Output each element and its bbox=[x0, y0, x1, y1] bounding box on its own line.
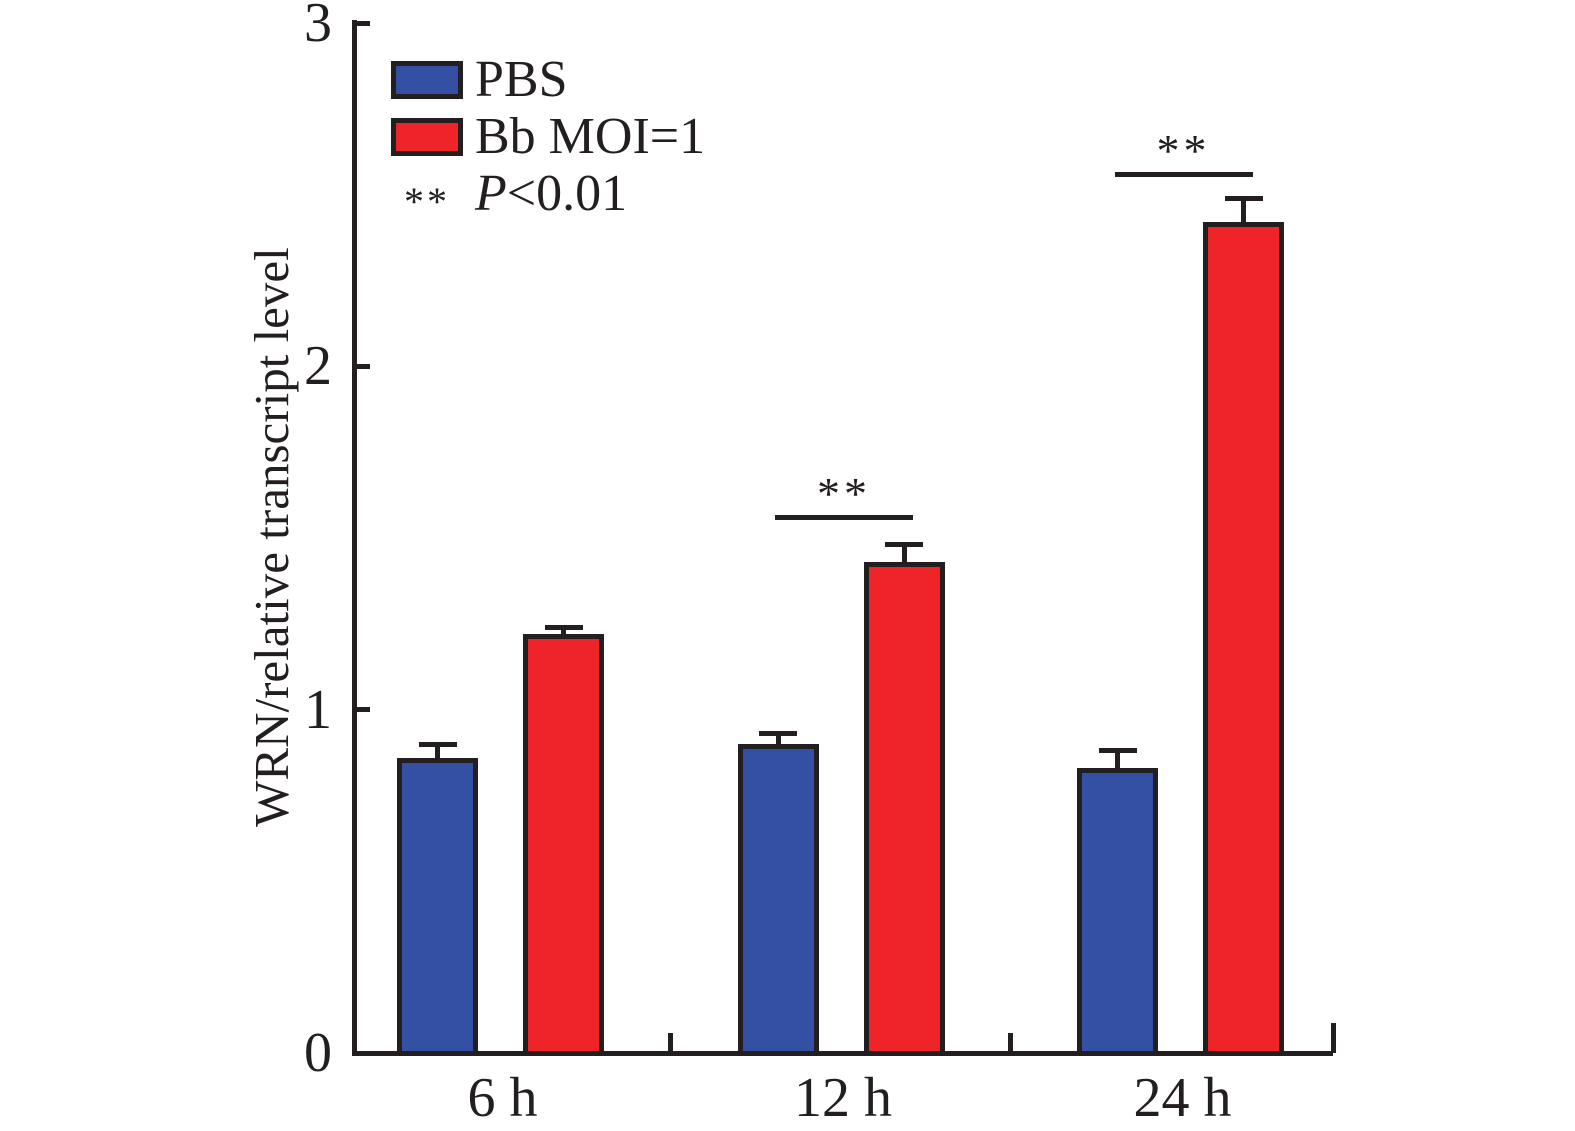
y-tick-label-0: 0 bbox=[304, 1022, 332, 1084]
error-bar-stem-bb-moi-1-24-h bbox=[1241, 198, 1246, 226]
significance-marker-legend: ** bbox=[404, 179, 450, 224]
significance-stars-12-h: ** bbox=[817, 468, 871, 520]
error-bar-cap-pbs-12-h bbox=[759, 731, 797, 737]
p-symbol: P bbox=[475, 165, 507, 222]
error-bar-stem-bb-moi-1-12-h bbox=[901, 544, 907, 566]
x-axis bbox=[351, 1050, 1333, 1056]
bar-bb-moi-1-24-h bbox=[1203, 222, 1284, 1056]
error-bar-stem-bb-moi-1-6-h bbox=[561, 627, 566, 638]
legend-swatch-pbs bbox=[391, 61, 463, 99]
legend-label-pbs: PBS bbox=[475, 51, 568, 108]
error-bar-cap-pbs-24-h bbox=[1098, 748, 1137, 754]
y-tick-label-3: 3 bbox=[304, 0, 332, 54]
y-tick-1 bbox=[354, 707, 370, 713]
error-bar-stem-pbs-6-h bbox=[435, 744, 440, 761]
x-category-label-12-h: 12 h bbox=[794, 1067, 892, 1129]
p-threshold: <0.01 bbox=[506, 165, 628, 222]
x-tick-boundary-2 bbox=[1008, 1033, 1014, 1053]
x-category-label-24-h: 24 h bbox=[1133, 1067, 1232, 1129]
bar-bb-moi-1-6-h bbox=[523, 634, 604, 1056]
significance-note: P<0.01 bbox=[475, 168, 627, 220]
error-bar-stem-pbs-12-h bbox=[775, 733, 781, 747]
bar-bb-moi-1-12-h bbox=[863, 562, 945, 1056]
y-axis-title: WRN/relative transcript level bbox=[244, 246, 299, 827]
legend-swatch-bb-moi-1 bbox=[391, 118, 463, 156]
significance-line-12-h bbox=[775, 514, 913, 520]
legend: PBS Bb MOI=1 ** P<0.01 bbox=[391, 51, 951, 224]
y-tick-label-2: 2 bbox=[304, 335, 332, 398]
significance-stars-24-h: ** bbox=[1156, 125, 1211, 177]
significance-line-24-h bbox=[1114, 171, 1253, 177]
error-bar-cap-bb-moi-1-24-h bbox=[1224, 195, 1263, 201]
error-bar-cap-bb-moi-1-12-h bbox=[885, 542, 923, 548]
x-category-label-6-h: 6 h bbox=[467, 1067, 538, 1129]
legend-label-bb-moi-1: Bb MOI=1 bbox=[475, 108, 706, 165]
bar-pbs-24-h bbox=[1077, 768, 1158, 1056]
bar-pbs-6-h bbox=[397, 757, 478, 1056]
error-bar-stem-pbs-24-h bbox=[1115, 750, 1120, 772]
y-tick-3 bbox=[354, 20, 370, 26]
x-axis-end-tick bbox=[1330, 1023, 1336, 1053]
y-tick-2 bbox=[354, 363, 370, 369]
error-bar-cap-pbs-6-h bbox=[418, 741, 457, 747]
y-tick-label-1: 1 bbox=[304, 678, 332, 741]
bar-pbs-12-h bbox=[737, 744, 819, 1056]
x-tick-boundary-1 bbox=[668, 1033, 674, 1053]
error-bar-cap-bb-moi-1-6-h bbox=[544, 624, 583, 630]
y-axis bbox=[351, 20, 357, 1056]
